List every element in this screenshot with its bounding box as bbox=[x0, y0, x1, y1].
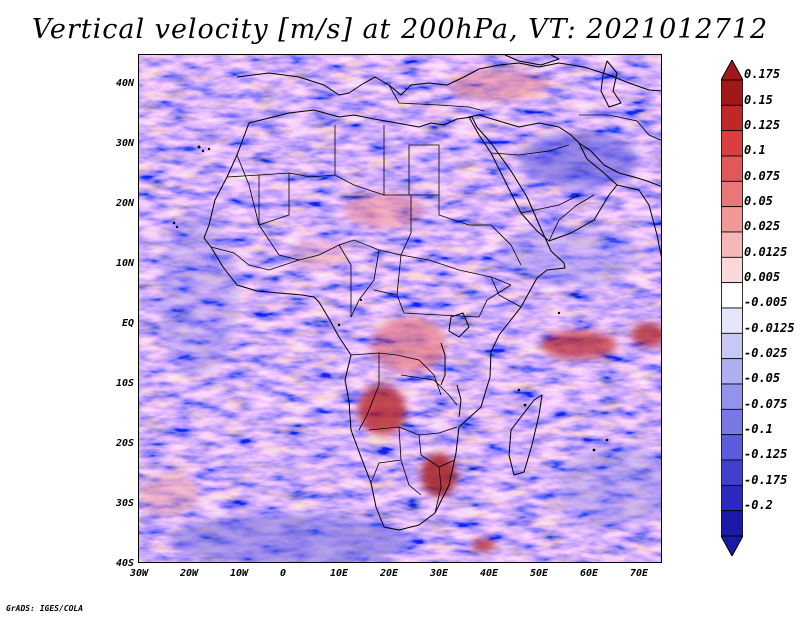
colorbar bbox=[721, 60, 743, 556]
colorbar-min-arrow bbox=[721, 535, 743, 556]
colorbar-tick-label: 0.1 bbox=[744, 143, 766, 158]
colorbar-tick-label: -0.0125 bbox=[744, 320, 795, 335]
colorbar-tick-label: 0.075 bbox=[744, 168, 781, 183]
colorbar-swatch bbox=[721, 130, 743, 157]
colorbar-swatch bbox=[721, 434, 743, 461]
coastlines-and-borders bbox=[203, 55, 661, 531]
madagascar-coastline bbox=[508, 394, 543, 476]
colorbar-tick-label: -0.2 bbox=[744, 498, 773, 512]
colorbar-tick-label: -0.005 bbox=[744, 295, 788, 310]
colorbar-tick-label: -0.1 bbox=[744, 422, 773, 436]
lon-tick-label: 60E bbox=[580, 568, 599, 579]
colorbar-swatch bbox=[721, 206, 743, 233]
colorbar-tick-label: -0.175 bbox=[744, 472, 788, 487]
colorbar-swatch bbox=[721, 180, 743, 208]
colorbar-swatch bbox=[721, 104, 743, 132]
colorbar-tick-label: 0.175 bbox=[744, 67, 781, 82]
country-borders bbox=[210, 84, 661, 514]
colorbar-swatch bbox=[721, 510, 743, 537]
colorbar-max-arrow bbox=[721, 60, 743, 81]
colorbar-swatch bbox=[721, 155, 743, 182]
lat-tick-label: 40N bbox=[115, 78, 134, 89]
colorbar-swatch bbox=[721, 408, 743, 436]
lon-tick-label: 40E bbox=[480, 568, 499, 579]
lat-tick-label: 10N bbox=[115, 258, 134, 269]
colorbar-tick-label: -0.125 bbox=[744, 447, 788, 462]
lat-tick-label: EQ bbox=[121, 318, 134, 329]
colorbar-swatch bbox=[721, 256, 743, 284]
colorbar-tick-label: 0.05 bbox=[744, 194, 773, 208]
black-sea bbox=[504, 55, 560, 66]
lon-tick-label: 20W bbox=[180, 568, 199, 579]
lon-tick-label: 20E bbox=[380, 568, 399, 579]
islands bbox=[172, 145, 609, 452]
colorbar-swatch bbox=[721, 484, 743, 512]
colorbar-tick-label: -0.025 bbox=[744, 346, 788, 360]
lat-tick-label: 40S bbox=[115, 558, 134, 569]
colorbar-swatch bbox=[721, 307, 743, 334]
colorbar-swatch bbox=[721, 79, 743, 106]
indian-subcontinent-coast bbox=[616, 184, 661, 258]
lon-tick-label: 10W bbox=[230, 568, 249, 579]
lon-tick-label: 10E bbox=[330, 568, 349, 579]
colorbar-swatch bbox=[721, 332, 743, 360]
lake-tanganyika bbox=[440, 342, 446, 386]
lat-tick-label: 10S bbox=[115, 378, 134, 389]
lat-tick-label: 20N bbox=[115, 198, 134, 209]
lake-malawi bbox=[456, 384, 462, 418]
colorbar-swatch bbox=[721, 383, 743, 410]
colorbar-tick-label: 0.125 bbox=[744, 118, 781, 132]
colorbar-swatch bbox=[721, 231, 743, 258]
persian-gulf-coast bbox=[578, 142, 661, 187]
grads-credit: GrADS: IGES/COLA bbox=[6, 604, 84, 613]
lon-tick-label: 50E bbox=[530, 568, 549, 579]
mediterranean-north-coast bbox=[236, 62, 661, 96]
colorbar-swatch bbox=[721, 459, 743, 486]
descent-regions bbox=[159, 132, 661, 562]
lon-tick-label: 70E bbox=[630, 568, 649, 579]
lat-tick-label: 30N bbox=[115, 138, 134, 149]
map-title: Vertical velocity [m/s] at 200hPa, VT: 2… bbox=[31, 14, 769, 45]
colorbar-tick-label: 0.005 bbox=[744, 270, 781, 284]
colorbar-swatch bbox=[721, 282, 743, 309]
colorbar-tick-label: -0.05 bbox=[744, 371, 781, 386]
colorbar-swatch bbox=[721, 358, 743, 385]
caspian-sea bbox=[600, 60, 622, 108]
colorbar-tick-label: 0.0125 bbox=[744, 244, 788, 259]
lat-tick-label: 30S bbox=[115, 498, 134, 509]
africa-coastline bbox=[203, 109, 566, 531]
lake-victoria bbox=[448, 312, 470, 338]
colorbar-tick-label: 0.15 bbox=[744, 92, 773, 107]
lon-tick-label: 30W bbox=[130, 568, 149, 579]
lon-tick-label: 0 bbox=[280, 568, 287, 579]
map-plot-area[interactable] bbox=[138, 54, 662, 563]
colorbar-tick-label: -0.075 bbox=[744, 396, 788, 411]
ascent-regions bbox=[139, 69, 661, 551]
lat-tick-label: 20S bbox=[115, 438, 134, 449]
colorbar-tick-label: 0.025 bbox=[744, 219, 781, 234]
lon-tick-label: 30E bbox=[430, 568, 449, 579]
